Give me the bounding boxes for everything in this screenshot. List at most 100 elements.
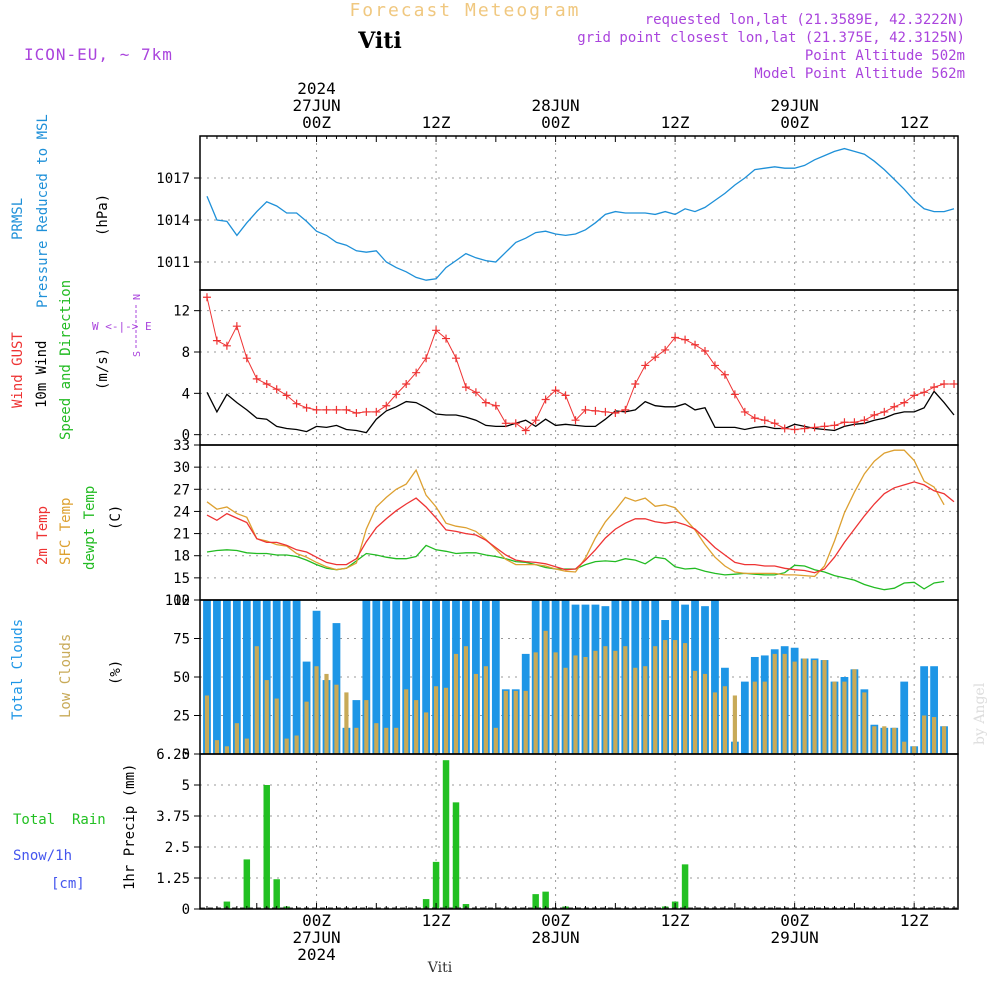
total-cloud-bar bbox=[740, 681, 749, 754]
gust-marker bbox=[661, 345, 670, 354]
low-cloud-bar bbox=[453, 653, 459, 754]
wind-labels: Wind GUST 10m Wind Speed and Direction (… bbox=[10, 280, 152, 440]
low-cloud-bar bbox=[284, 738, 289, 754]
y-tick-label: 75 bbox=[173, 632, 190, 648]
gust-marker bbox=[471, 388, 480, 397]
temp-labels: 2m Temp SFC Temp dewpt Temp (C) bbox=[35, 486, 124, 570]
gust-marker bbox=[352, 408, 361, 417]
rain-bar bbox=[422, 899, 430, 909]
low-cloud-bar bbox=[792, 661, 797, 754]
y-tick-label: 1.25 bbox=[156, 871, 190, 887]
sfc-temp-line bbox=[206, 449, 945, 578]
dewpt-line bbox=[206, 544, 945, 591]
model-altitude: Model Point Altitude 562m bbox=[754, 66, 965, 82]
low-cloud-bar bbox=[653, 646, 658, 754]
rain-bar bbox=[542, 891, 549, 909]
gust-marker bbox=[591, 406, 600, 415]
gust-line bbox=[206, 297, 954, 432]
total-cloud-bar bbox=[930, 666, 938, 754]
total-cloud-bar bbox=[232, 600, 241, 754]
cloud-unit: (%) bbox=[108, 660, 124, 685]
low-cloud-bar bbox=[892, 727, 897, 754]
station-name: Viti bbox=[357, 28, 402, 54]
total-cloud-bar bbox=[382, 600, 391, 754]
gust-marker bbox=[442, 334, 451, 343]
low-cloud-bar bbox=[732, 695, 737, 754]
gust-marker bbox=[422, 354, 431, 363]
compass-south: S bbox=[132, 351, 143, 357]
gust-marker bbox=[651, 353, 660, 362]
temp-2m-line bbox=[206, 481, 955, 574]
total-cloud-bar bbox=[272, 600, 281, 754]
low-cloud-bar bbox=[812, 660, 817, 754]
total-cloud-bar bbox=[412, 600, 421, 754]
low-cloud-bar bbox=[682, 643, 688, 754]
total-cloud-bar bbox=[402, 600, 411, 754]
total-cloud-bar bbox=[203, 600, 211, 754]
total-cloud-bar bbox=[392, 600, 401, 754]
pressure-labels: PRMSL Pressure Reduced to MSL (hPa) bbox=[10, 114, 111, 308]
low-cloud-bar bbox=[692, 670, 698, 754]
y-tick-label: 100 bbox=[165, 593, 190, 609]
y-tick-label: 4 bbox=[182, 386, 190, 402]
x-label-top: 29JUN bbox=[771, 96, 819, 115]
gust-marker bbox=[910, 391, 919, 400]
low-cloud-bar bbox=[404, 689, 409, 754]
gust-marker bbox=[920, 388, 929, 397]
low-cloud-bar bbox=[324, 673, 329, 754]
panel-frame bbox=[199, 135, 959, 291]
low-cloud-bar bbox=[294, 735, 299, 754]
low-cloud-bar bbox=[603, 646, 608, 754]
total-cloud-bar bbox=[372, 600, 381, 754]
gust-marker bbox=[531, 416, 540, 425]
low-cloud-bar bbox=[613, 650, 618, 754]
gust-marker bbox=[561, 391, 570, 400]
low-cloud-bar bbox=[224, 746, 229, 754]
gust-marker bbox=[412, 368, 421, 377]
gust-marker bbox=[641, 361, 650, 370]
grid-layer bbox=[200, 136, 958, 910]
gust-marker bbox=[810, 423, 819, 432]
gust-marker bbox=[332, 405, 341, 414]
x-label-top: 28JUN bbox=[532, 96, 580, 115]
gust-marker bbox=[392, 390, 401, 399]
y-tick-label: 1011 bbox=[156, 255, 190, 271]
gust-marker bbox=[252, 374, 261, 383]
model-name: ICON-EU, ~ 7km bbox=[24, 45, 173, 64]
low-cloud-bar bbox=[304, 701, 309, 754]
y-tick-label: 24 bbox=[173, 504, 190, 520]
tick-layer: 1011101410170481212151821242730330255075… bbox=[156, 79, 955, 964]
gust-marker bbox=[501, 419, 510, 428]
y-tick-label: 1017 bbox=[156, 171, 190, 187]
x-label-bottom: 00Z bbox=[780, 911, 809, 930]
total-cloud-bar bbox=[223, 600, 231, 754]
low-cloud-bar bbox=[424, 712, 429, 754]
gust-marker bbox=[760, 416, 769, 425]
low-cloud-bar bbox=[941, 726, 947, 754]
total-cloud-bar bbox=[900, 681, 909, 754]
low-cloud-bar bbox=[374, 723, 379, 754]
gust-marker bbox=[312, 405, 321, 414]
rain-bar bbox=[532, 894, 539, 909]
point-altitude: Point Altitude 502m bbox=[805, 48, 965, 64]
low-cloud-bar bbox=[214, 740, 220, 754]
temp-label-2m: 2m Temp bbox=[35, 506, 51, 565]
low-cloud-bar bbox=[852, 669, 857, 754]
gust-marker bbox=[461, 383, 470, 392]
gust-marker bbox=[402, 380, 411, 389]
panel-frame bbox=[199, 753, 959, 910]
gust-marker bbox=[890, 402, 899, 411]
rain-bar bbox=[223, 901, 231, 909]
x-label-top: 00Z bbox=[780, 113, 809, 132]
x-label-top: 00Z bbox=[302, 113, 331, 132]
y-tick-label: 5 bbox=[182, 778, 190, 794]
y-tick-label: 30 bbox=[173, 460, 190, 476]
x-label-bottom: 29JUN bbox=[771, 928, 819, 947]
x-label-top: 12Z bbox=[422, 113, 451, 132]
total-cloud-bar bbox=[711, 600, 719, 754]
x-label-top: 27JUN bbox=[292, 96, 340, 115]
pressure-unit: (hPa) bbox=[95, 194, 111, 236]
gust-marker bbox=[511, 419, 520, 428]
rain-bar bbox=[273, 879, 280, 909]
y-tick-label: 15 bbox=[173, 571, 190, 587]
